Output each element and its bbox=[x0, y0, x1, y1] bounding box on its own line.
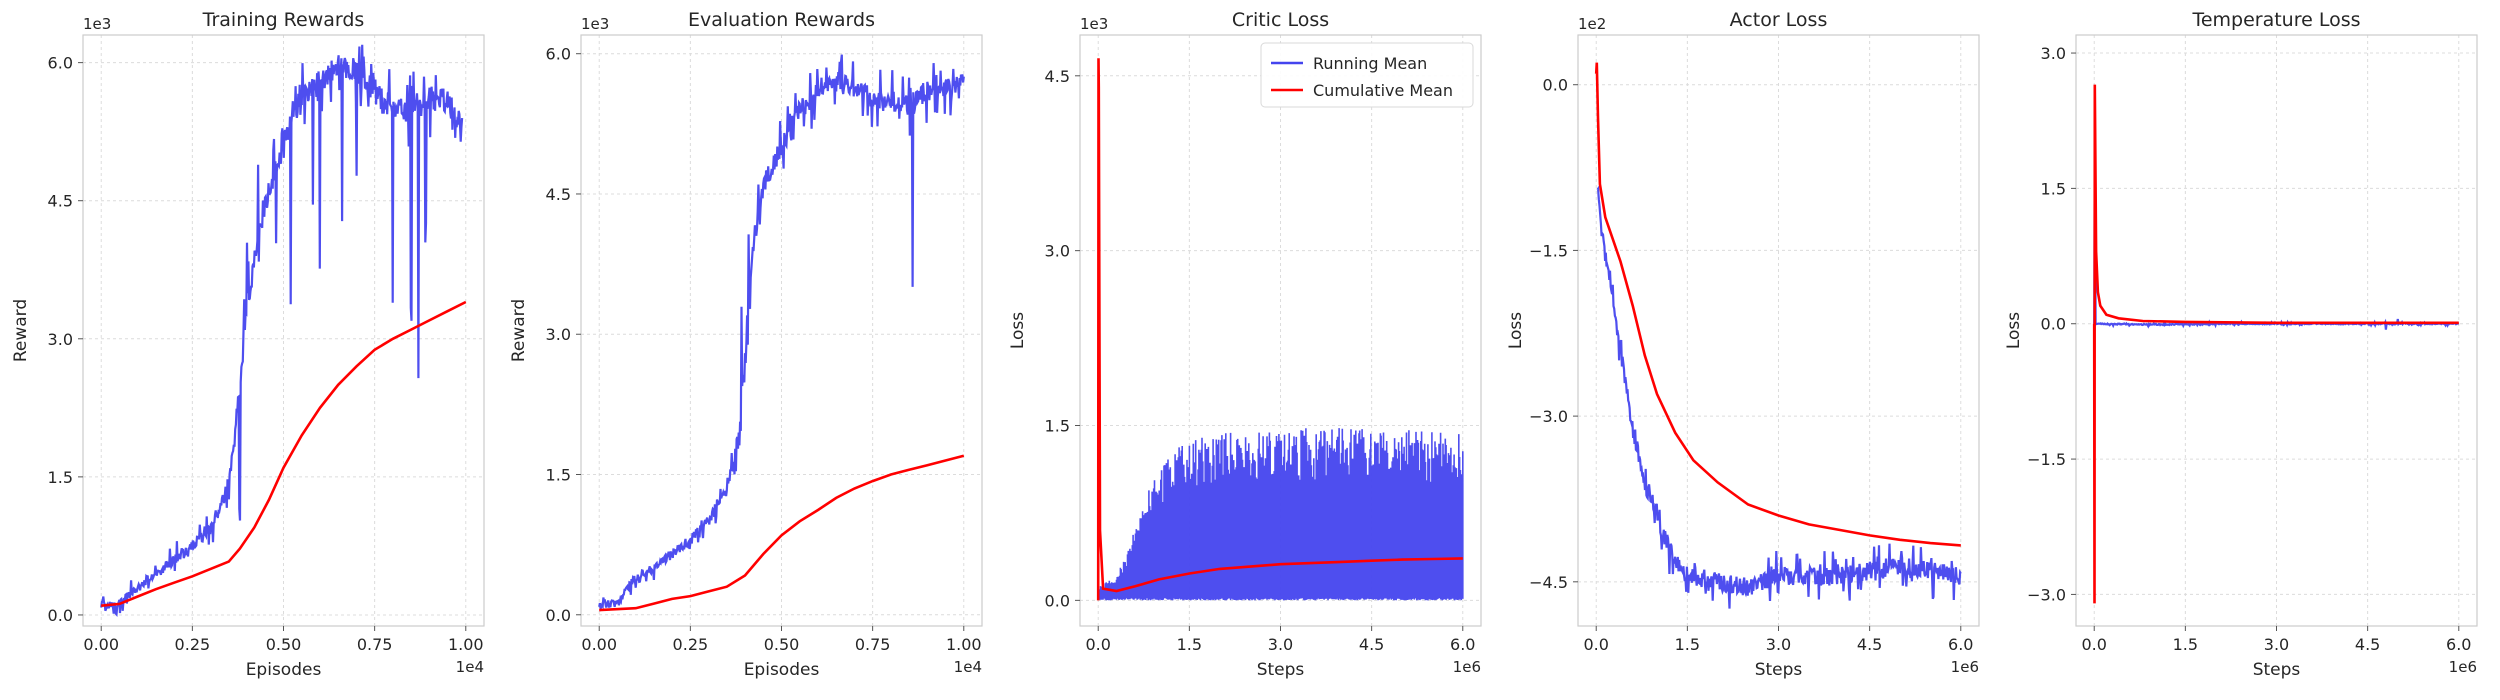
y-tick-label: 6.0 bbox=[48, 54, 73, 73]
y-tick-label: 4.5 bbox=[546, 185, 571, 204]
y-axis-label: Reward bbox=[509, 299, 529, 362]
x-tick-label: 3.0 bbox=[1766, 635, 1791, 654]
x-axis-label: Steps bbox=[1755, 660, 1803, 680]
y-offset-label: 1e3 bbox=[1080, 15, 1108, 33]
x-offset-label: 1e6 bbox=[2449, 658, 2477, 676]
y-tick-label: 1.5 bbox=[2041, 179, 2066, 198]
y-tick-label: 0.0 bbox=[546, 606, 571, 625]
x-offset-label: 1e6 bbox=[1951, 658, 1979, 676]
y-tick-label: 3.0 bbox=[48, 330, 73, 349]
y-tick-label: 1.5 bbox=[48, 468, 73, 487]
x-axis-label: Steps bbox=[1257, 660, 1305, 680]
x-tick-label: 4.5 bbox=[1857, 635, 1882, 654]
x-tick-label: 0.00 bbox=[581, 635, 617, 654]
y-offset-label: 1e2 bbox=[1578, 15, 1606, 33]
series-group bbox=[598, 54, 965, 612]
x-tick-label: 1.5 bbox=[1675, 635, 1700, 654]
panel-5: 0.0 1.5 3.0 4.5 6.0 −3.0 −1.5 0.0 1.5 3.0 Temperat… bbox=[2004, 9, 2478, 680]
x-offset-label: 1e4 bbox=[456, 658, 484, 676]
y-tick-label: −1.5 bbox=[1529, 241, 1568, 260]
x-tick-label: 3.0 bbox=[1268, 635, 1293, 654]
series-line-2 bbox=[1096, 58, 1463, 601]
x-tick-label: 0.0 bbox=[1584, 635, 1609, 654]
legend: Running Mean Cumulative Mean bbox=[1260, 42, 1474, 108]
series-line-2 bbox=[599, 454, 965, 612]
y-tick-label: 0.0 bbox=[1543, 76, 1568, 95]
y-tick-label: 0.0 bbox=[48, 606, 73, 625]
y-offset-label: 1e3 bbox=[83, 15, 111, 33]
chart-title: Critic Loss bbox=[1232, 9, 1329, 31]
x-tick-label: 1.00 bbox=[946, 635, 982, 654]
y-offset-label: 1e3 bbox=[581, 15, 609, 33]
y-tick-label: 3.0 bbox=[546, 325, 571, 344]
y-axis-label: Loss bbox=[1506, 312, 1526, 349]
legend-label: Running Mean bbox=[1313, 54, 1427, 73]
x-tick-label: 0.50 bbox=[764, 635, 800, 654]
x-offset-label: 1e6 bbox=[1453, 658, 1481, 676]
y-tick-label: 3.0 bbox=[2041, 44, 2066, 63]
panel-3: 0.0 1.5 3.0 4.5 6.0 0.0 1.5 3.0 4.5 Critic Loss St… bbox=[1008, 9, 1482, 680]
series-group bbox=[1096, 58, 1464, 601]
x-tick-label: 1.5 bbox=[2173, 635, 2198, 654]
series-group bbox=[2092, 84, 2460, 604]
x-tick-label: 0.0 bbox=[2082, 635, 2107, 654]
chart-title: Evaluation Rewards bbox=[688, 9, 875, 31]
legend-box bbox=[1260, 42, 1474, 108]
y-tick-label: 4.5 bbox=[48, 192, 73, 211]
x-tick-label: 0.25 bbox=[175, 635, 211, 654]
y-tick-label: 0.0 bbox=[2041, 315, 2066, 334]
panel-1: 0.00 0.25 0.50 0.75 1.00 0.0 1.5 3.0 4.5 6.0 Train… bbox=[11, 9, 485, 680]
series-line-2 bbox=[101, 300, 467, 607]
x-tick-label: 0.75 bbox=[357, 635, 393, 654]
y-tick-label: 3.0 bbox=[1045, 242, 1070, 261]
panel-2: 0.00 0.25 0.50 0.75 1.00 0.0 1.5 3.0 4.5 6.0 Evalu… bbox=[509, 9, 983, 680]
series-line-2 bbox=[2092, 84, 2459, 604]
y-tick-label: 0.0 bbox=[1045, 591, 1070, 610]
chart-title: Temperature Loss bbox=[2191, 9, 2360, 31]
y-tick-label: −3.0 bbox=[2027, 585, 2066, 604]
x-tick-label: 6.0 bbox=[1948, 635, 1973, 654]
y-axis-label: Loss bbox=[2004, 312, 2024, 349]
panel-4: 0.0 1.5 3.0 4.5 6.0 0.0 −1.5 −3.0 −4.5 Actor Loss… bbox=[1506, 9, 1980, 680]
x-axis-label: Episodes bbox=[744, 660, 820, 680]
x-tick-label: 3.0 bbox=[2264, 635, 2289, 654]
x-tick-label: 0.00 bbox=[83, 635, 119, 654]
y-tick-label: 1.5 bbox=[1045, 417, 1070, 436]
x-tick-label: 0.50 bbox=[266, 635, 302, 654]
y-axis-label: Loss bbox=[1008, 312, 1028, 349]
y-tick-label: 1.5 bbox=[546, 466, 571, 485]
x-tick-label: 1.00 bbox=[448, 635, 484, 654]
x-tick-label: 4.5 bbox=[2355, 635, 2380, 654]
y-tick-label: −4.5 bbox=[1529, 573, 1568, 592]
series-line-1 bbox=[598, 54, 965, 612]
x-axis-label: Episodes bbox=[246, 660, 322, 680]
x-tick-label: 0.75 bbox=[855, 635, 891, 654]
y-tick-label: 4.5 bbox=[1045, 67, 1070, 86]
y-tick-label: 6.0 bbox=[546, 45, 571, 64]
x-tick-label: 4.5 bbox=[1359, 635, 1384, 654]
x-tick-label: 1.5 bbox=[1177, 635, 1202, 654]
series-group bbox=[1594, 62, 1962, 609]
series-group bbox=[100, 44, 467, 618]
x-offset-label: 1e4 bbox=[954, 658, 982, 676]
x-tick-label: 0.25 bbox=[673, 635, 709, 654]
chart-title: Actor Loss bbox=[1730, 9, 1828, 31]
y-tick-label: −3.0 bbox=[1529, 407, 1568, 426]
x-axis-label: Steps bbox=[2253, 660, 2301, 680]
y-tick-label: −1.5 bbox=[2027, 450, 2066, 469]
chart-title: Training Rewards bbox=[202, 9, 365, 31]
y-axis-label: Reward bbox=[11, 299, 31, 362]
series-line-1 bbox=[100, 44, 464, 618]
x-tick-label: 0.0 bbox=[1086, 635, 1111, 654]
series-line-2 bbox=[1594, 62, 1961, 547]
legend-label: Cumulative Mean bbox=[1313, 81, 1453, 100]
x-tick-label: 6.0 bbox=[2446, 635, 2471, 654]
x-tick-label: 6.0 bbox=[1450, 635, 1475, 654]
series-line-1 bbox=[1596, 185, 1962, 609]
